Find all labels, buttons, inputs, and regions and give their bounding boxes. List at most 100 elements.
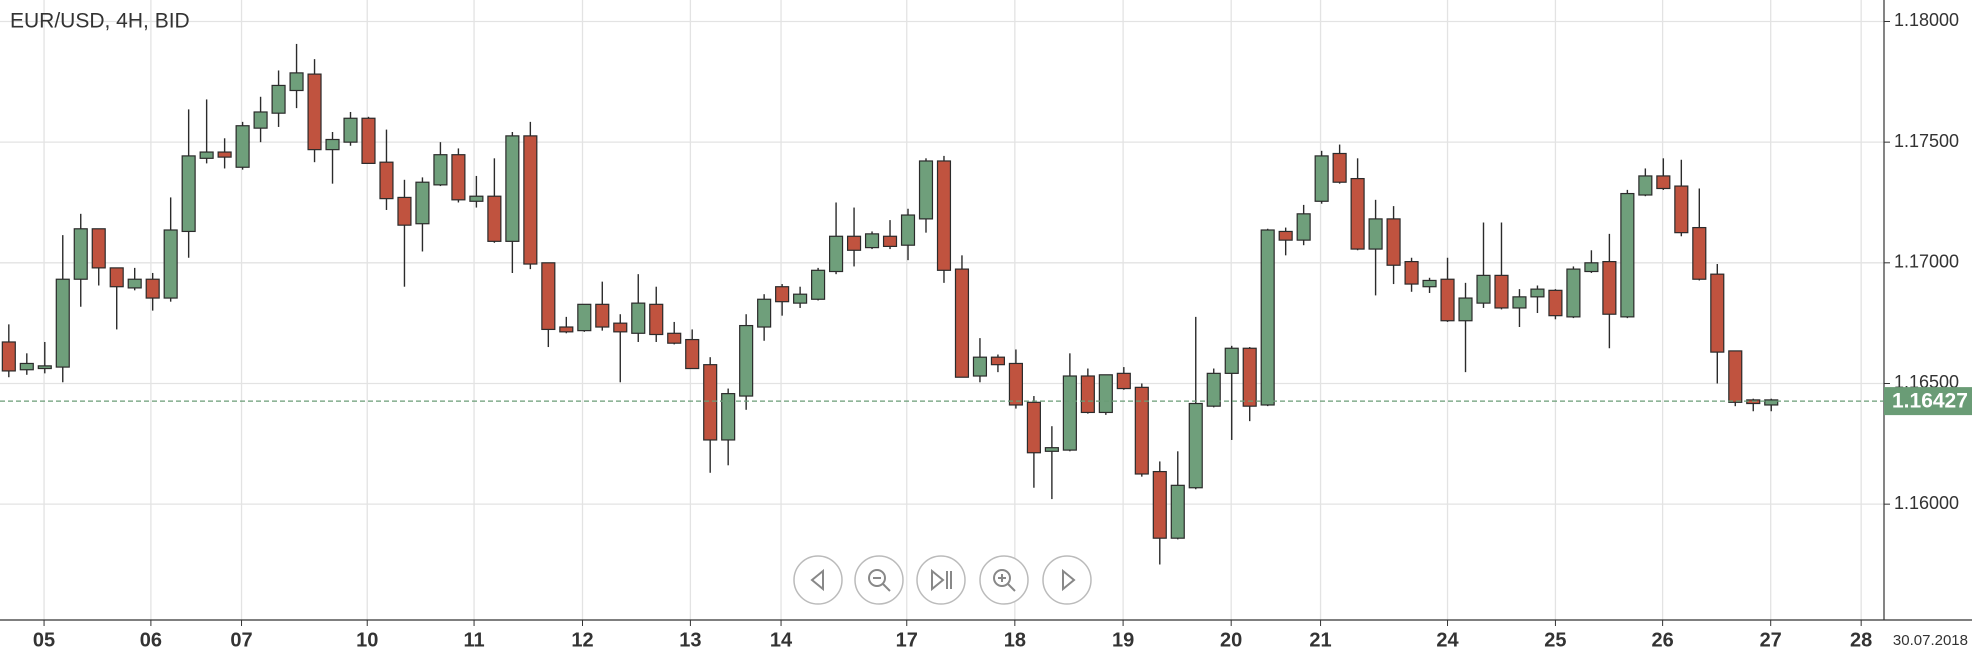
candle-body xyxy=(775,286,790,303)
last-price-box xyxy=(1884,387,1972,416)
candle-body xyxy=(918,160,934,220)
candle-body xyxy=(1584,262,1599,273)
candle-body xyxy=(73,228,88,280)
candle-body xyxy=(1422,279,1437,288)
candle-body xyxy=(1404,261,1419,285)
x-tick-label: 06 xyxy=(140,629,162,651)
candle-body xyxy=(811,269,826,300)
candle-body xyxy=(1674,185,1689,234)
candle-body xyxy=(1548,289,1563,317)
x-tick-label: 05 xyxy=(33,629,55,651)
candle-body xyxy=(667,332,682,344)
zoom-out-button[interactable] xyxy=(854,555,904,605)
last-price-label: 1.16427 xyxy=(1892,390,1968,413)
candle-body xyxy=(181,155,196,233)
candle-body xyxy=(846,235,862,251)
candle-body xyxy=(361,117,376,164)
candle-body xyxy=(1062,375,1077,451)
x-tick-label: 07 xyxy=(230,629,252,651)
candle-body xyxy=(1314,155,1329,202)
y-tick-label: 1.18000 xyxy=(1894,10,1959,30)
x-tick-label: 18 xyxy=(1004,629,1026,651)
x-tick-label: 24 xyxy=(1436,629,1459,651)
candle-body xyxy=(721,393,736,441)
candle-body xyxy=(19,362,34,371)
candle-body xyxy=(1656,175,1671,190)
candle-body xyxy=(703,364,718,441)
chart-title: EUR/USD, 4H, BID xyxy=(10,10,190,33)
candle-body xyxy=(1512,296,1527,309)
candle-body xyxy=(1692,226,1707,280)
candle-body xyxy=(415,181,430,225)
x-tick-label: 27 xyxy=(1760,629,1782,651)
candle-body xyxy=(595,303,610,328)
candle-body xyxy=(1440,278,1455,322)
candle-body xyxy=(1530,288,1545,298)
candle-body xyxy=(1710,273,1725,353)
scroll-left-button[interactable] xyxy=(793,555,843,605)
candle-body xyxy=(1476,274,1491,304)
candle-body xyxy=(954,268,970,378)
candle-body xyxy=(685,338,700,370)
candle-body xyxy=(1152,470,1167,539)
y-tick-label: 1.17500 xyxy=(1894,131,1959,151)
candle-body xyxy=(379,161,394,200)
candle-body xyxy=(397,196,412,226)
y-tick-label: 1.17000 xyxy=(1894,252,1959,272)
candle-body xyxy=(882,235,898,248)
x-tick-label: 21 xyxy=(1309,629,1331,651)
candle-body xyxy=(1764,399,1779,406)
candle-body xyxy=(505,135,520,242)
x-tick-label: 19 xyxy=(1112,629,1134,651)
candle-body xyxy=(451,154,466,201)
candle-body xyxy=(1728,350,1743,403)
candles xyxy=(1,43,1779,565)
x-tick-label: 20 xyxy=(1220,629,1242,651)
candle-body xyxy=(559,326,574,333)
x-tick-label: 11 xyxy=(463,629,484,651)
candle-body xyxy=(1116,372,1131,390)
zoom-in-button[interactable] xyxy=(979,555,1029,605)
candle-body xyxy=(1494,274,1509,309)
x-tick-label: 13 xyxy=(679,629,701,651)
candle-body xyxy=(864,233,880,249)
candle-body xyxy=(1134,386,1149,475)
candle-body xyxy=(1332,152,1347,183)
candle-body xyxy=(1080,375,1095,414)
candle-body xyxy=(1,341,16,372)
candle-body xyxy=(235,125,250,168)
candle-body xyxy=(1008,362,1023,406)
x-tick-label: 14 xyxy=(770,629,793,651)
candle-body xyxy=(739,324,754,397)
grid xyxy=(0,0,1884,620)
candle-body xyxy=(1260,229,1275,406)
candle-body xyxy=(793,293,808,304)
candle-body xyxy=(1098,374,1113,414)
candle-body xyxy=(541,262,556,331)
candle-body xyxy=(1566,268,1581,318)
candle-body xyxy=(1620,192,1635,318)
candle-body xyxy=(469,195,484,202)
candle-body xyxy=(936,160,952,271)
candle-body xyxy=(271,84,286,114)
candle-body xyxy=(631,302,646,334)
candle-body xyxy=(199,151,214,159)
candle-body xyxy=(1188,402,1203,489)
candle-body xyxy=(1170,484,1185,539)
candle-body xyxy=(1278,230,1293,241)
candle-body xyxy=(1206,372,1221,407)
candle-body xyxy=(829,235,844,273)
candle-body xyxy=(145,278,160,299)
candle-body xyxy=(163,229,178,299)
scroll-end-button[interactable] xyxy=(916,555,966,605)
candle-body xyxy=(757,298,772,328)
x-tick-label: 28 xyxy=(1850,629,1872,651)
candle-body xyxy=(109,267,124,288)
candle-body xyxy=(613,322,628,333)
x-tick-label: 10 xyxy=(356,629,378,651)
scroll-right-button[interactable] xyxy=(1042,555,1092,605)
candle-body xyxy=(343,117,358,143)
candle-body xyxy=(289,72,304,92)
